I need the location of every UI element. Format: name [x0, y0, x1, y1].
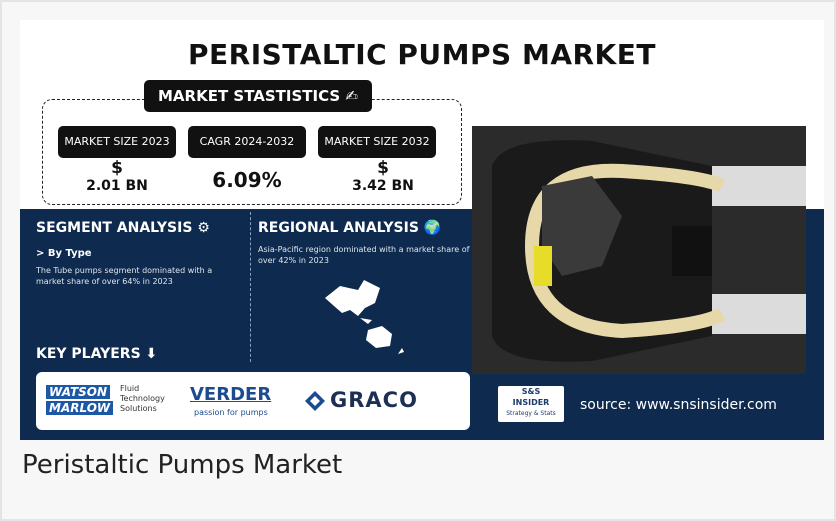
sns-logo: S&S INSIDER Strategy & Stats [498, 386, 564, 422]
graco-icon [304, 390, 326, 412]
segment-heading: SEGMENT ANALYSIS ⚙ [36, 220, 210, 236]
regional-text: Asia-Pacific region dominated with a mar… [258, 244, 473, 266]
stat-symbol: $ [324, 158, 442, 178]
segment-heading-text: SEGMENT ANALYSIS [36, 220, 192, 236]
logo-text: Fluid [120, 384, 165, 394]
stat-symbol: $ [58, 158, 176, 178]
logo-text: Technology [120, 394, 165, 404]
stat-value: 6.09% [188, 168, 306, 192]
stats-heading-text: MARKET STASTISTICS [158, 87, 340, 105]
stat-value: 2.01 BN [58, 178, 176, 194]
sns-middle: INSIDER [498, 397, 564, 408]
watson-logo: WATSON [46, 385, 110, 399]
sns-top: S&S [498, 386, 564, 397]
stats-heading: MARKET STASTISTICS ✍ [144, 80, 372, 112]
key-players-text: KEY PLAYERS [36, 346, 141, 362]
verder-logo: VERDER [190, 384, 271, 405]
stat-label: CAGR 2024-2032 [188, 126, 306, 158]
regional-heading-text: REGIONAL ANALYSIS [258, 220, 419, 236]
frame: PERISTALTIC PUMPS MARKET MARKET STASTIST… [0, 0, 836, 521]
page: {"infographic": { "title": "PERISTALTIC … [0, 0, 836, 521]
segment-text: The Tube pumps segment dominated with a … [36, 265, 241, 287]
stat-label: MARKET SIZE 2032 [318, 126, 436, 158]
caption: Peristaltic Pumps Market [22, 450, 342, 480]
title: PERISTALTIC PUMPS MARKET [20, 38, 824, 71]
pump-photo [472, 126, 806, 374]
infographic: PERISTALTIC PUMPS MARKET MARKET STASTIST… [20, 20, 824, 440]
marlow-logo: MARLOW [46, 401, 113, 415]
graco-logo: GRACO [330, 388, 418, 412]
asia-map [320, 268, 410, 358]
segment-subheading: > By Type [36, 248, 92, 259]
key-players-heading: KEY PLAYERS ⬇ [36, 346, 157, 362]
regional-heading: REGIONAL ANALYSIS 🌍 [258, 220, 441, 236]
divider [250, 212, 251, 362]
stat-value: 3.42 BN [324, 178, 442, 194]
verder-tagline: passion for pumps [194, 408, 268, 417]
source: source: www.snsinsider.com [580, 397, 777, 413]
stat-label: MARKET SIZE 2023 [58, 126, 176, 158]
logo-text: Solutions [120, 404, 165, 414]
sns-bottom: Strategy & Stats [498, 408, 564, 419]
